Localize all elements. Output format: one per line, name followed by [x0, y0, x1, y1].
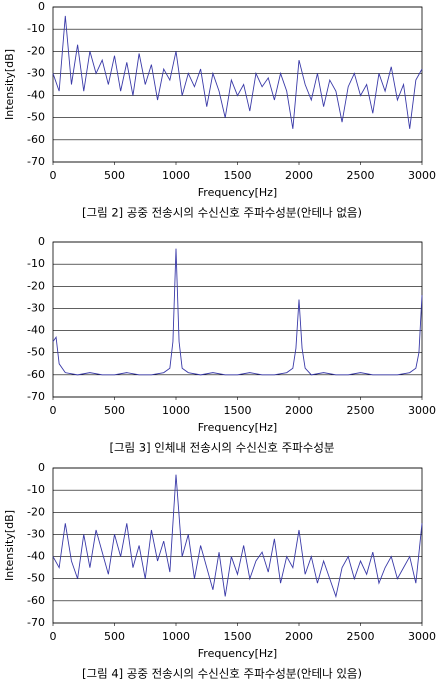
x-tick-label: 0	[50, 404, 57, 417]
spectrum-line	[52, 248, 423, 376]
y-tick-label: 0	[38, 235, 45, 248]
y-tick-label: 0	[38, 0, 45, 13]
x-tick-label: 3000	[408, 630, 436, 643]
y-tick-label: -20	[27, 44, 45, 57]
y-tick-label: -70	[27, 390, 45, 403]
x-tick-label: 0	[50, 169, 57, 182]
y-tick-label: -10	[27, 22, 45, 35]
y-axis-label: Intensity[dB]	[3, 510, 16, 581]
y-tick-label: -10	[27, 483, 45, 496]
y-tick-label: -50	[27, 346, 45, 359]
y-tick-label: -30	[27, 66, 45, 79]
x-tick-label: 0	[50, 630, 57, 643]
plot-frame	[52, 467, 423, 624]
plot-frame	[52, 6, 423, 163]
x-tick-label: 1500	[224, 169, 252, 182]
spectrum-line	[52, 15, 423, 129]
x-tick-label: 500	[104, 630, 125, 643]
x-tick-label: 2000	[285, 169, 313, 182]
y-tick-label: -40	[27, 89, 45, 102]
y-tick-label: -50	[27, 111, 45, 124]
y-tick-label: -50	[27, 572, 45, 585]
y-tick-label: -60	[27, 594, 45, 607]
figure-caption: [그림 4] 공중 전송시의 수신신호 주파수성분(안테나 있음)	[82, 667, 362, 681]
y-tick-label: -20	[27, 505, 45, 518]
y-tick-label: -60	[27, 368, 45, 381]
x-tick-label: 2500	[347, 169, 375, 182]
y-tick-label: -10	[27, 257, 45, 270]
x-tick-label: 3000	[408, 169, 436, 182]
y-tick-label: -70	[27, 616, 45, 629]
x-tick-label: 500	[104, 404, 125, 417]
spectrum-line	[52, 474, 423, 599]
y-tick-label: 0	[38, 461, 45, 474]
x-tick-label: 500	[104, 169, 125, 182]
x-tick-label: 2000	[285, 404, 313, 417]
x-tick-label: 1000	[162, 169, 190, 182]
x-axis-label: Frequency[Hz]	[198, 647, 277, 660]
x-tick-label: 2500	[347, 630, 375, 643]
x-tick-label: 2000	[285, 630, 313, 643]
x-tick-label: 1000	[162, 404, 190, 417]
x-tick-label: 2500	[347, 404, 375, 417]
plot-frame	[52, 241, 423, 398]
y-tick-label: -40	[27, 550, 45, 563]
y-tick-label: -60	[27, 133, 45, 146]
x-tick-label: 3000	[408, 404, 436, 417]
y-axis-label: Intensity[dB]	[3, 49, 16, 120]
figure-caption: [그림 3] 인체내 전송시의 수신신호 주파수성분	[109, 441, 334, 455]
y-tick-label: -30	[27, 527, 45, 540]
y-tick-label: -20	[27, 279, 45, 292]
y-tick-label: -40	[27, 324, 45, 337]
x-axis-label: Frequency[Hz]	[198, 186, 277, 199]
x-tick-label: 1500	[224, 404, 252, 417]
x-tick-label: 1500	[224, 630, 252, 643]
y-tick-label: -30	[27, 301, 45, 314]
x-tick-label: 1000	[162, 630, 190, 643]
x-axis-label: Frequency[Hz]	[198, 421, 277, 434]
figure-caption: [그림 2] 공중 전송시의 수신신호 주파수성분(안테나 없음)	[82, 206, 362, 220]
y-tick-label: -70	[27, 155, 45, 168]
